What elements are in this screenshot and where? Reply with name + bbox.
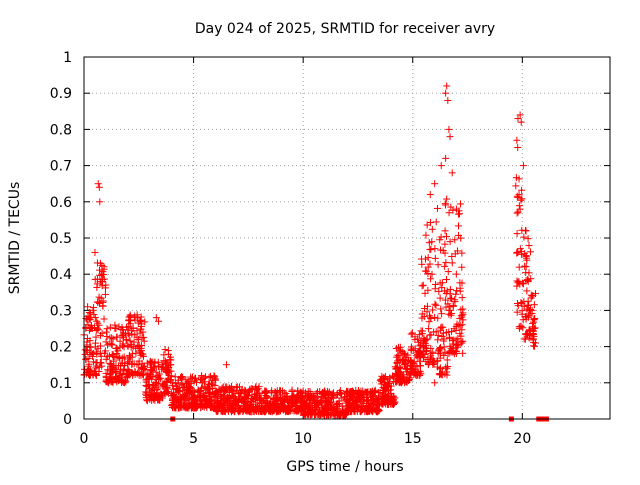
y-tick-label: 0.8: [50, 122, 72, 138]
data-point: [113, 334, 120, 341]
data-point: [84, 303, 91, 310]
y-tick-label: 0.6: [50, 195, 72, 211]
y-tick-label: 0.2: [50, 340, 72, 356]
x-tick-label: 10: [294, 431, 312, 447]
y-tick-label: 0.1: [50, 376, 72, 392]
x-tick-label: 5: [189, 431, 198, 447]
y-tick-label: 0.4: [50, 267, 72, 283]
data-point: [92, 334, 99, 341]
y-tick-label: 0.3: [50, 303, 72, 319]
data-point: [111, 325, 118, 332]
y-tick-label: 1: [63, 50, 72, 66]
data-point: [104, 325, 111, 332]
x-tick-label: 20: [513, 431, 531, 447]
data-point: [103, 329, 110, 336]
y-tick-label: 0.9: [50, 86, 72, 102]
data-point: [165, 347, 172, 354]
data-point: [98, 359, 105, 366]
x-tick-label: 15: [404, 431, 422, 447]
data-points: [81, 82, 549, 421]
y-tick-label: 0.5: [50, 231, 72, 247]
data-point: [169, 379, 176, 386]
x-tick-label: 0: [80, 431, 89, 447]
chart-title: Day 024 of 2025, SRMTID for receiver avr…: [195, 21, 495, 37]
y-tick-label: 0: [63, 412, 72, 428]
data-point: [101, 316, 108, 323]
y-tick-label: 0.7: [50, 159, 72, 175]
data-point: [110, 335, 117, 342]
data-point: [102, 291, 109, 298]
data-point: [127, 317, 134, 324]
data-point: [162, 346, 169, 353]
